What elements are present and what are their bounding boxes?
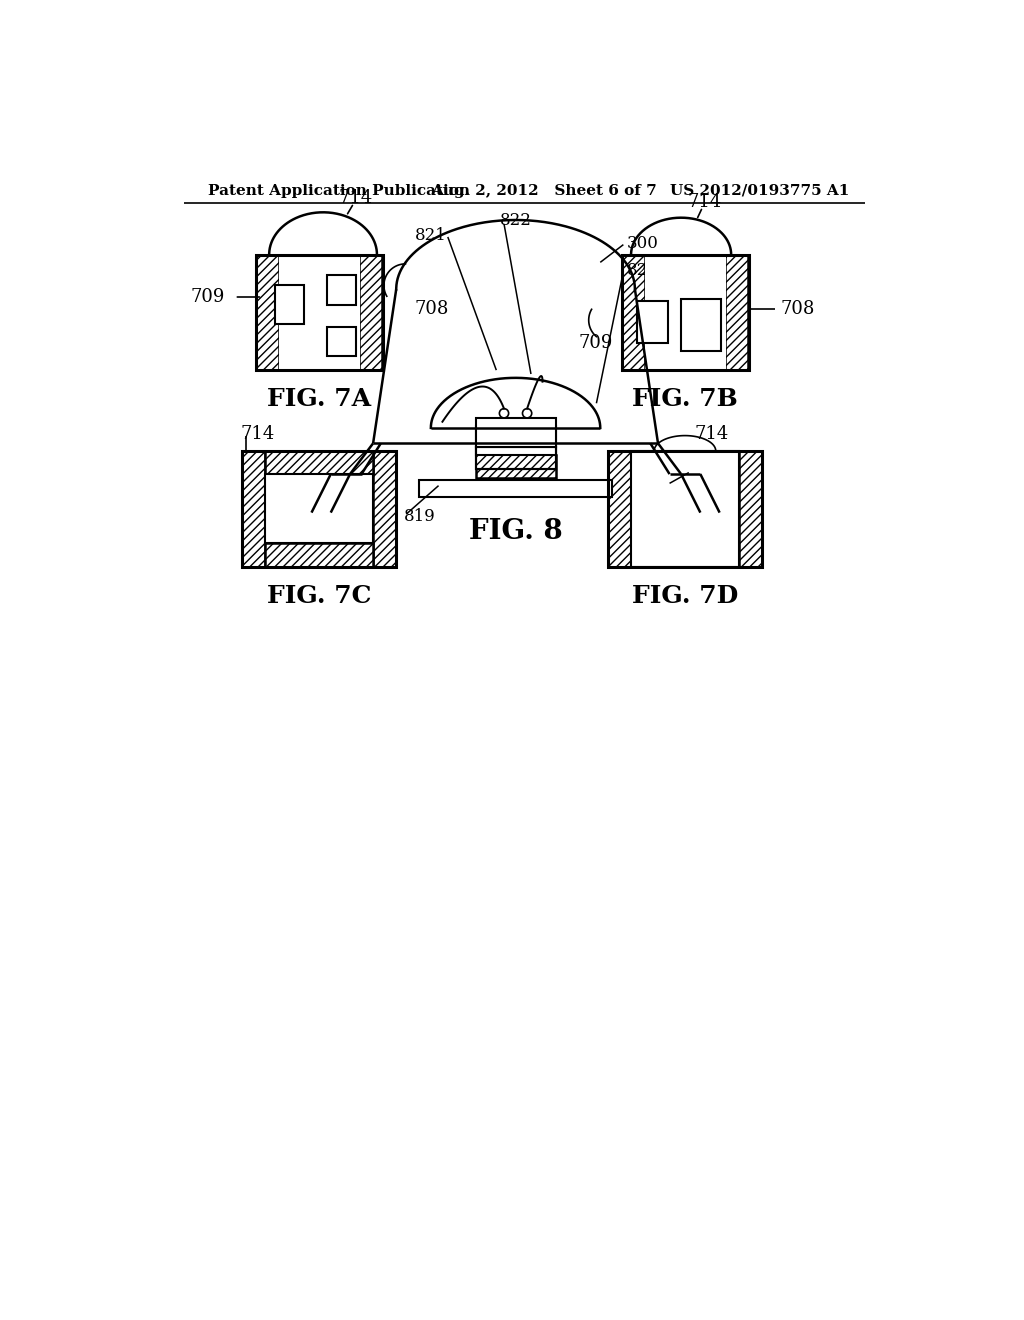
Bar xyxy=(622,255,645,370)
Bar xyxy=(359,255,382,370)
Bar xyxy=(645,255,726,370)
Text: 822: 822 xyxy=(500,211,532,228)
Text: 714: 714 xyxy=(241,425,274,444)
Circle shape xyxy=(522,409,531,418)
Bar xyxy=(475,447,556,469)
Bar xyxy=(419,480,611,498)
Bar xyxy=(274,285,304,323)
Text: FIG. 7D: FIG. 7D xyxy=(632,583,738,607)
Text: FIG. 7C: FIG. 7C xyxy=(267,583,372,607)
Bar xyxy=(475,455,556,478)
Text: 300: 300 xyxy=(628,235,659,252)
Bar xyxy=(280,255,360,370)
Bar xyxy=(475,425,556,455)
Bar xyxy=(739,451,762,566)
Bar xyxy=(256,255,383,370)
Bar xyxy=(256,255,280,370)
Bar xyxy=(608,451,762,566)
Text: FIG. 7A: FIG. 7A xyxy=(267,387,372,412)
Text: 823: 823 xyxy=(674,475,706,492)
Text: Aug. 2, 2012   Sheet 6 of 7: Aug. 2, 2012 Sheet 6 of 7 xyxy=(431,183,656,198)
Bar xyxy=(725,255,749,370)
Text: 714: 714 xyxy=(338,190,373,207)
Text: 821: 821 xyxy=(415,227,446,244)
Circle shape xyxy=(500,409,509,418)
Bar xyxy=(265,474,373,544)
Text: 709: 709 xyxy=(190,288,225,306)
Text: 819: 819 xyxy=(403,508,435,525)
Bar xyxy=(243,451,396,566)
Bar xyxy=(637,301,668,343)
Text: 820: 820 xyxy=(628,261,659,279)
Bar xyxy=(622,255,749,370)
Bar xyxy=(631,451,739,566)
Text: 709: 709 xyxy=(579,334,612,352)
Text: Patent Application Publication: Patent Application Publication xyxy=(208,183,470,198)
Bar xyxy=(475,447,556,469)
Bar xyxy=(265,451,373,474)
Bar xyxy=(373,451,396,566)
Bar xyxy=(681,298,721,351)
Bar xyxy=(475,418,556,447)
Bar xyxy=(243,451,265,566)
Text: 708: 708 xyxy=(415,300,450,318)
Text: FIG. 8: FIG. 8 xyxy=(469,519,562,545)
Text: US 2012/0193775 A1: US 2012/0193775 A1 xyxy=(670,183,849,198)
Text: FIG. 7B: FIG. 7B xyxy=(632,387,738,412)
Bar xyxy=(265,544,373,566)
Text: 708: 708 xyxy=(780,300,815,318)
Bar xyxy=(327,276,356,305)
Text: 714: 714 xyxy=(687,193,721,211)
Bar xyxy=(608,451,631,566)
Text: 714: 714 xyxy=(694,425,728,444)
Bar xyxy=(327,327,356,356)
